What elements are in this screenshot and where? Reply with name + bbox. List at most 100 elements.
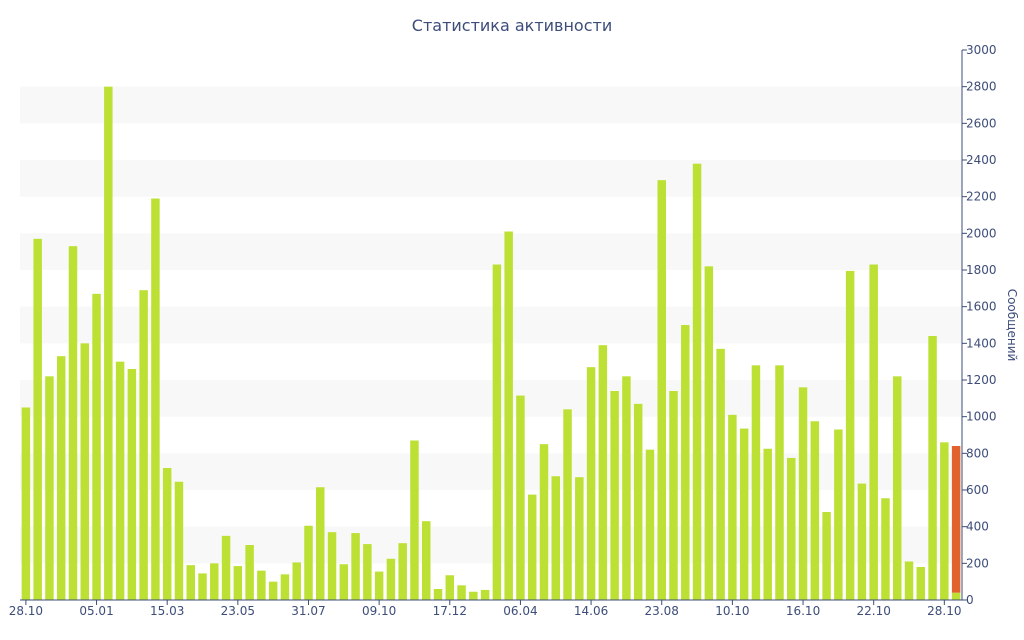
bar (339, 564, 349, 600)
grid-band (20, 233, 962, 270)
y-tick-label: 0 (966, 593, 974, 607)
x-tick-label: 28.10 (9, 604, 43, 618)
bar (92, 293, 101, 600)
grid-band (20, 453, 962, 490)
bar (233, 566, 243, 600)
x-tick-label: 22.10 (857, 604, 891, 618)
bar (257, 570, 266, 600)
bar (657, 180, 666, 600)
bar (728, 414, 737, 600)
bar (739, 428, 749, 600)
bar (374, 571, 384, 600)
x-tick-label: 31.07 (291, 604, 325, 618)
x-tick-label: 23.05 (221, 604, 255, 618)
bar (787, 457, 796, 600)
bar (810, 421, 820, 600)
bar (763, 448, 772, 600)
bar (563, 409, 572, 600)
bar (304, 525, 313, 600)
bar (115, 361, 125, 600)
x-ticks-group: 28.10 05.01 15.03 23.05 31.07 09.10 17.12 06.04… (9, 600, 962, 618)
grid-band (20, 306, 962, 344)
x-tick-label: 17.12 (433, 604, 467, 618)
bar (551, 476, 561, 600)
bar (775, 365, 784, 600)
y-tick-label: 1000 (966, 410, 997, 424)
bar (516, 395, 525, 600)
bar (410, 440, 419, 600)
y-axis-label: Сообщений (1005, 289, 1019, 362)
bar (834, 429, 843, 600)
grid-bands (20, 86, 962, 564)
bar (751, 365, 761, 600)
bar (598, 345, 608, 600)
bar (940, 442, 949, 600)
bar (45, 376, 54, 600)
bar (928, 336, 937, 600)
bar (327, 532, 337, 600)
y-tick-label: 800 (966, 446, 989, 460)
bar (351, 533, 360, 600)
bar (221, 535, 231, 600)
bar (316, 487, 325, 600)
bar (845, 270, 855, 600)
bar (822, 512, 831, 600)
bar (127, 369, 137, 600)
x-tick-label: 14.06 (574, 604, 608, 618)
x-tick-label: 15.03 (150, 604, 184, 618)
bar (892, 376, 902, 600)
bar (492, 264, 502, 600)
bar (398, 543, 407, 600)
bar (292, 562, 301, 600)
y-tick-label: 3000 (966, 43, 997, 57)
x-tick-label: 09.10 (362, 604, 396, 618)
x-tick-label: 05.01 (79, 604, 113, 618)
bar (445, 575, 455, 600)
bar (586, 367, 596, 600)
bar (916, 567, 926, 600)
grid-band (20, 526, 962, 564)
y-tick-label: 1600 (966, 300, 997, 314)
x-tick-label: 06.04 (503, 604, 537, 618)
bar (504, 231, 513, 600)
y-tick-label: 2800 (966, 80, 997, 94)
bar-segment-highlight (951, 446, 961, 593)
bar (245, 545, 254, 600)
bar (469, 591, 478, 600)
chart-title: Статистика активности (412, 16, 612, 35)
y-tick-label: 2000 (966, 226, 997, 240)
bar (210, 563, 219, 600)
grid-band (20, 380, 962, 417)
y-tick-label: 2200 (966, 190, 997, 204)
bar (539, 444, 549, 600)
y-tick-label: 200 (966, 556, 989, 570)
bar (869, 264, 878, 600)
bar (80, 343, 90, 600)
bar (174, 481, 184, 600)
bar (798, 387, 808, 600)
y-tick-label: 1800 (966, 263, 997, 277)
bar (527, 494, 537, 600)
bar (198, 573, 207, 600)
bar (622, 376, 631, 600)
x-tick-label: 16.10 (786, 604, 820, 618)
bar (280, 574, 290, 600)
bar (669, 391, 678, 600)
x-tick-label: 23.08 (645, 604, 679, 618)
bar (386, 558, 396, 600)
bar (162, 468, 172, 600)
bar (575, 477, 584, 600)
bar-segment-current (951, 592, 961, 600)
bar (610, 391, 619, 600)
bar (692, 163, 702, 600)
y-tick-label: 2600 (966, 116, 997, 130)
bar (33, 238, 42, 601)
bar (186, 565, 195, 600)
y-tick-label: 600 (966, 483, 989, 497)
bar (139, 290, 148, 600)
bar (268, 581, 278, 600)
bar (363, 544, 372, 600)
bar (104, 86, 113, 600)
y-tick-label: 1400 (966, 336, 997, 350)
